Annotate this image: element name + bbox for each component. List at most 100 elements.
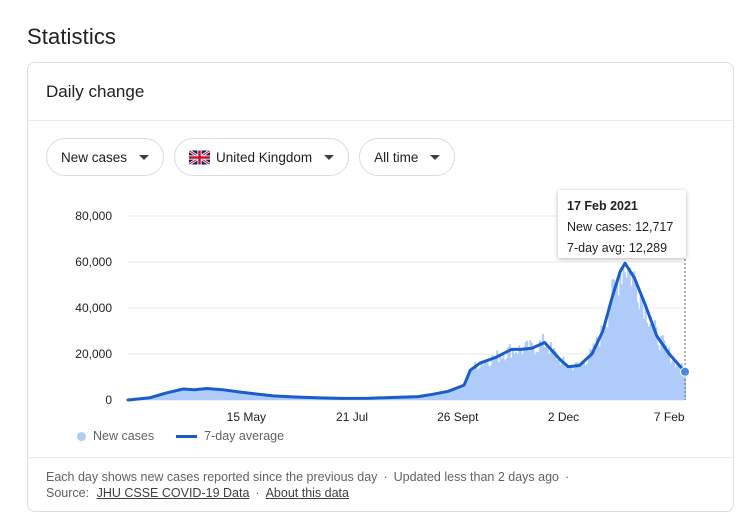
new-cases-bar [565, 367, 568, 400]
new-cases-bar [586, 363, 589, 400]
new-cases-bar [655, 327, 658, 400]
new-cases-bar [502, 355, 505, 400]
new-cases-bar [175, 390, 178, 400]
new-cases-bar [568, 365, 571, 400]
new-cases-bar [527, 350, 530, 400]
new-cases-bar [185, 389, 188, 400]
new-cases-bar [463, 383, 466, 400]
new-cases-bar [642, 318, 645, 400]
new-cases-bar [289, 396, 292, 400]
new-cases-bar [422, 395, 425, 400]
about-data-link[interactable]: About this data [265, 486, 349, 500]
new-cases-bar [570, 365, 573, 400]
new-cases-bar [523, 346, 526, 400]
new-cases-bar [193, 390, 196, 400]
new-cases-bar [205, 387, 208, 400]
daily-change-card: Daily change New cases United Kingdom Al [27, 62, 734, 512]
new-cases-bar [452, 390, 455, 400]
new-cases-bar [551, 349, 554, 400]
new-cases-bar [649, 324, 652, 400]
new-cases-bar [425, 395, 428, 400]
new-cases-bar [674, 367, 677, 400]
new-cases-bar [518, 345, 521, 400]
new-cases-bar [548, 353, 551, 400]
new-cases-bar [477, 369, 480, 400]
new-cases-bar [194, 388, 197, 400]
new-cases-bar [210, 389, 213, 400]
new-cases-bar [627, 267, 630, 400]
x-tick-label: 21 Jul [336, 410, 368, 424]
new-cases-bar [557, 356, 560, 400]
new-cases-bar [450, 389, 453, 400]
new-cases-bar [532, 349, 535, 400]
new-cases-bar [601, 334, 604, 400]
new-cases-bar [505, 358, 508, 400]
new-cases-bar [423, 395, 426, 400]
new-cases-bar [661, 335, 664, 400]
new-cases-bar [431, 394, 434, 400]
new-cases-bar [461, 386, 464, 400]
chart-tooltip: 17 Feb 2021 New cases: 12,717 7-day avg:… [558, 190, 686, 258]
new-cases-bar [180, 389, 183, 400]
new-cases-bar [411, 396, 414, 400]
new-cases-bar [636, 302, 639, 400]
new-cases-bar [164, 393, 167, 400]
new-cases-bar [508, 344, 511, 400]
new-cases-bar [614, 281, 617, 400]
new-cases-bar [223, 390, 226, 400]
caret-down-icon [430, 154, 441, 160]
new-cases-bar [433, 394, 436, 400]
new-cases-bar [426, 394, 429, 400]
metric-dropdown[interactable]: New cases [46, 138, 165, 176]
new-cases-bar [541, 333, 544, 400]
new-cases-bar [538, 340, 541, 400]
new-cases-bar [598, 346, 601, 400]
time-range-dropdown[interactable]: All time [359, 138, 456, 176]
new-cases-bar [482, 365, 485, 400]
new-cases-bar [624, 272, 627, 400]
new-cases-bar [597, 342, 600, 400]
new-cases-bar [537, 352, 540, 400]
new-cases-bar [587, 358, 590, 400]
new-cases-bar [464, 380, 467, 400]
page-title: Statistics [27, 24, 117, 49]
new-cases-bar [529, 340, 532, 400]
new-cases-bar [243, 392, 246, 400]
new-cases-bar [478, 367, 481, 400]
new-cases-bar [658, 350, 661, 400]
new-cases-bar [657, 345, 660, 400]
new-cases-bar [669, 363, 672, 400]
new-cases-bar [284, 396, 287, 400]
card-footer: Each day shows new cases reported since … [28, 457, 733, 511]
source-link[interactable]: JHU CSSE COVID-19 Data [96, 486, 250, 500]
new-cases-bar [453, 389, 456, 400]
new-cases-bar [273, 396, 276, 400]
new-cases-bar [680, 363, 683, 400]
footer-updated: Updated less than 2 days ago [393, 470, 560, 484]
new-cases-bar [668, 347, 671, 400]
new-cases-bar [418, 396, 421, 400]
new-cases-bar [526, 340, 529, 400]
new-cases-bar [459, 385, 462, 400]
new-cases-bar [613, 279, 615, 400]
new-cases-bar [676, 361, 679, 400]
new-cases-bar [292, 397, 295, 400]
new-cases-bar [441, 393, 443, 400]
region-dropdown[interactable]: United Kingdom [174, 138, 350, 176]
new-cases-bar [227, 390, 230, 400]
time-range-dropdown-label: All time [374, 149, 419, 165]
daily-change-chart[interactable]: 0 20,000 40,000 60,000 80,000 15 May 21 Jul 26 … [28, 183, 734, 448]
new-cases-bar [267, 394, 270, 400]
new-cases-bar [540, 342, 543, 400]
new-cases-bar [237, 391, 240, 400]
new-cases-bar [168, 391, 171, 400]
new-cases-bar [483, 362, 486, 400]
new-cases-bar [590, 349, 593, 400]
new-cases-bar [545, 347, 548, 400]
hover-point [680, 366, 690, 377]
new-cases-bar [546, 349, 549, 400]
footer-separator: · [565, 470, 570, 484]
x-tick-label: 7 Feb [654, 410, 685, 424]
new-cases-bar [171, 391, 174, 400]
new-cases-bar [196, 390, 199, 400]
